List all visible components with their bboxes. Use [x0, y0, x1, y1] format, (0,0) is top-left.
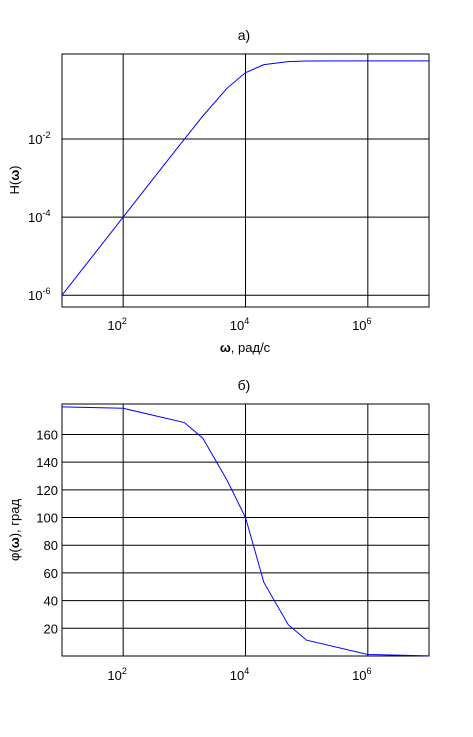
- magnitude-y-ticks: 10-2 10-4 10-6: [28, 130, 50, 303]
- phase-y-tick-label: 120: [36, 483, 58, 498]
- magnitude-chart-title: а): [238, 27, 250, 43]
- phase-chart-title: б): [238, 377, 251, 393]
- magnitude-y-axis-label: H(ω): [7, 165, 22, 194]
- phase-x-ticks: 102 104 106: [107, 666, 371, 683]
- phase-y-tick-label: 140: [36, 455, 58, 470]
- phase-y-axis-label: φ(ω), град: [7, 499, 22, 562]
- magnitude-x-axis-label: ω, рад/с: [220, 340, 271, 355]
- magnitude-series-line: [61, 60, 429, 296]
- phase-y-tick-label: 160: [36, 427, 58, 442]
- magnitude-y-tick-label: 10-4: [28, 208, 50, 225]
- phase-y-ticks: 20 40 60 80 100 120 140 160: [36, 427, 58, 636]
- magnitude-chart: а) 102 104 106 10-2 10-4 10-6 ω, рад/с H(ω): [7, 27, 430, 355]
- magnitude-y-tick-label: 10-6: [28, 286, 50, 303]
- phase-x-tick-label: 102: [107, 666, 126, 683]
- phase-series-line: [61, 406, 430, 657]
- magnitude-x-tick-label: 102: [107, 316, 126, 333]
- phase-x-tick-label: 104: [230, 666, 249, 683]
- phase-y-tick-label: 80: [44, 538, 58, 553]
- phase-y-tick-label: 100: [36, 511, 58, 526]
- phase-x-tick-label: 106: [352, 666, 371, 683]
- magnitude-x-tick-label: 106: [352, 316, 371, 333]
- magnitude-x-ticks: 102 104 106: [107, 316, 371, 333]
- phase-y-tick-label: 60: [44, 566, 58, 581]
- magnitude-y-tick-label: 10-2: [28, 130, 50, 147]
- phase-chart: б) 102 104 106 20 40 60 80 100 120 140 160 φ(ω), …: [7, 377, 430, 683]
- magnitude-x-tick-label: 104: [230, 316, 249, 333]
- phase-y-tick-label: 20: [44, 621, 58, 636]
- phase-y-tick-label: 40: [44, 594, 58, 609]
